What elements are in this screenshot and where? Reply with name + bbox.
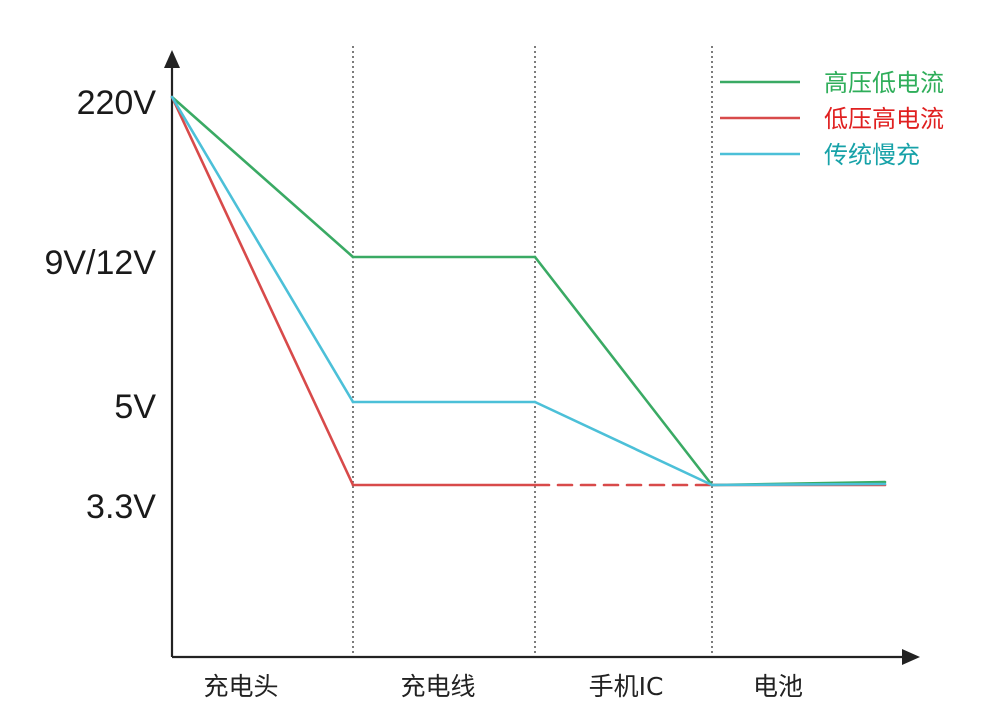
y-tick-label: 5V (114, 388, 156, 426)
y-tick-label: 220V (77, 84, 157, 122)
axes (164, 50, 920, 665)
series-segment (170, 95, 355, 487)
series-segment (533, 400, 714, 487)
x-tick-label: 手机IC (589, 672, 664, 701)
x-axis-arrow-icon (902, 649, 920, 665)
legend-label: 高压低电流 (824, 69, 944, 97)
y-axis-arrow-icon (164, 50, 180, 68)
x-tick-label: 充电头 (203, 672, 278, 701)
series-segment (710, 482, 887, 487)
y-tick-label: 9V/12V (44, 244, 156, 282)
series-segment (170, 95, 355, 259)
y-tick-label: 3.3V (86, 488, 156, 526)
x-axis-ticks: 充电头 充电线 手机IC 电池 (203, 672, 803, 701)
series-lines (170, 95, 887, 487)
x-tick-label: 充电线 (400, 672, 475, 701)
legend-label: 低压高电流 (824, 105, 944, 133)
series-segment (533, 255, 714, 487)
series-segment (170, 95, 355, 404)
y-axis-ticks: 220V 9V/12V 5V 3.3V (44, 84, 156, 526)
x-tick-label: 电池 (753, 672, 803, 701)
stage-separators (352, 46, 713, 657)
legend-label: 传统慢充 (824, 141, 920, 169)
